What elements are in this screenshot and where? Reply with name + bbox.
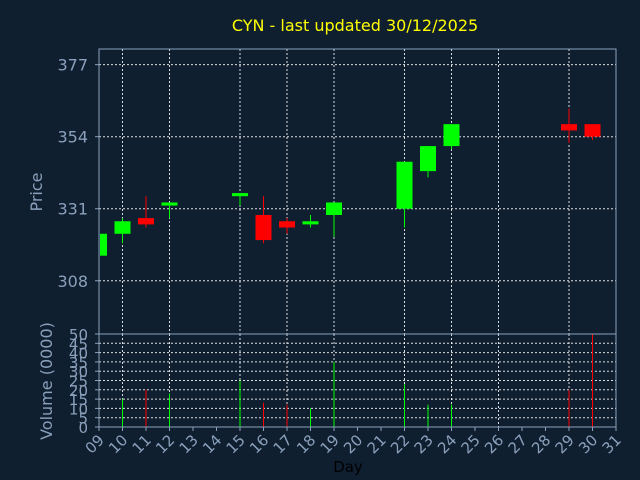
candle-body [584, 124, 601, 137]
volume-tick-label: 30 [69, 363, 88, 381]
candle-body [255, 214, 272, 241]
candle-body [420, 146, 436, 172]
price-axis-ticks: 308 331 354 377 [57, 56, 99, 291]
volume-tick-label: 25 [69, 373, 88, 391]
candle-body [396, 161, 413, 209]
candle-body [114, 221, 131, 234]
volume-tick-label: 50 [69, 326, 88, 344]
volume-axis-label: Volume (0000) [37, 322, 56, 440]
candle-body [232, 193, 248, 197]
volume-tick-label: 10 [69, 400, 88, 418]
volume-tick-label: 5 [78, 410, 88, 428]
price-axis-label: Price [27, 172, 46, 211]
volume-tick-label: 15 [69, 391, 88, 409]
candle-body [279, 221, 295, 228]
price-tick-label: 331 [57, 200, 88, 219]
volume-tick-label: 40 [69, 345, 88, 363]
volume-tick-label: 0 [78, 419, 88, 437]
price-tick-label: 308 [57, 272, 88, 291]
volume-tick-label: 35 [69, 354, 88, 372]
candle-body [443, 124, 460, 147]
price-tick-label: 354 [57, 128, 88, 147]
chart-title: CYN - last updated 30/12/2025 [232, 16, 478, 35]
volume-tick-label: 20 [69, 382, 88, 400]
price-grid [99, 49, 616, 334]
volume-bars [122, 334, 593, 427]
candle-body [302, 221, 319, 225]
candle-body [100, 233, 107, 256]
candle-body [138, 218, 154, 225]
candle-body [326, 202, 342, 215]
candle-body [561, 124, 577, 131]
price-tick-label: 377 [57, 56, 88, 75]
x-axis-label: Day [333, 458, 363, 476]
candle-body [161, 202, 178, 206]
volume-tick-label: 45 [69, 335, 88, 353]
